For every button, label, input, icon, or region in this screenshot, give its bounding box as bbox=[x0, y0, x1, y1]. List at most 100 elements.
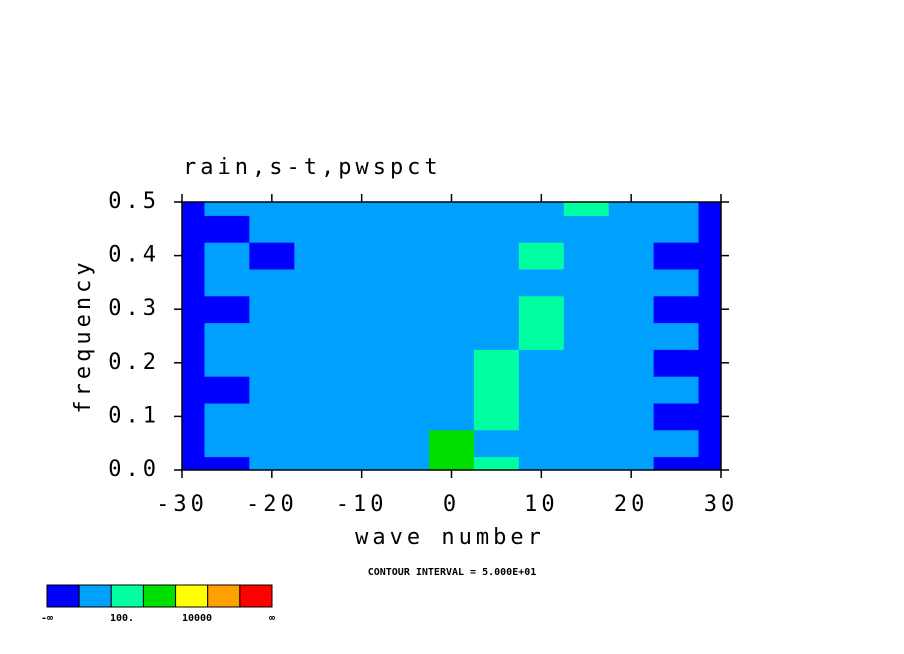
cell bbox=[182, 376, 205, 404]
cell bbox=[294, 202, 340, 216]
cell bbox=[653, 295, 700, 324]
cell bbox=[182, 295, 205, 324]
cell bbox=[653, 349, 700, 377]
cell bbox=[429, 269, 475, 297]
x-tick-label: 10 bbox=[524, 492, 559, 517]
cell bbox=[294, 215, 340, 243]
cell bbox=[249, 269, 295, 297]
cell bbox=[518, 242, 565, 270]
cell bbox=[518, 349, 565, 377]
y-tick-label: 0.3 bbox=[108, 296, 160, 321]
cell bbox=[182, 269, 205, 297]
cell bbox=[563, 242, 610, 270]
cell bbox=[204, 295, 250, 324]
cell bbox=[653, 429, 700, 458]
cell bbox=[518, 295, 565, 324]
cell bbox=[182, 456, 205, 471]
cell bbox=[249, 403, 295, 431]
colorbar-swatch bbox=[142, 584, 177, 608]
y-tick-label: 0.5 bbox=[108, 189, 160, 214]
cell bbox=[608, 403, 655, 431]
cell bbox=[608, 215, 655, 243]
cell bbox=[563, 322, 610, 350]
cell bbox=[249, 215, 295, 243]
y-tick-label: 0.2 bbox=[108, 350, 160, 375]
cell bbox=[384, 242, 430, 270]
cell bbox=[182, 349, 205, 377]
cell bbox=[384, 403, 430, 431]
colorbar-label: ∞ bbox=[269, 613, 275, 624]
cell bbox=[339, 215, 385, 243]
cell bbox=[698, 429, 722, 458]
cell bbox=[653, 242, 700, 270]
cell bbox=[249, 295, 295, 324]
cell bbox=[698, 349, 722, 377]
cell bbox=[204, 349, 250, 377]
cell bbox=[384, 295, 430, 324]
cell bbox=[429, 456, 475, 471]
cell bbox=[204, 322, 250, 350]
cell bbox=[294, 429, 340, 458]
cell bbox=[384, 322, 430, 350]
cell bbox=[294, 322, 340, 350]
colorbar-swatch bbox=[46, 584, 80, 608]
cell bbox=[384, 269, 430, 297]
cell bbox=[698, 456, 722, 471]
colorbar-swatch bbox=[175, 584, 209, 608]
cell bbox=[339, 295, 385, 324]
cell bbox=[608, 376, 655, 404]
cell bbox=[473, 456, 520, 471]
cell bbox=[563, 215, 610, 243]
cell bbox=[339, 202, 385, 216]
cell bbox=[653, 376, 700, 404]
cell bbox=[563, 202, 610, 216]
colorbar-swatch bbox=[78, 584, 112, 608]
cell bbox=[429, 242, 475, 270]
cell bbox=[563, 269, 610, 297]
cell bbox=[182, 202, 205, 216]
x-tick-label: 0 bbox=[443, 492, 460, 517]
cell bbox=[698, 376, 722, 404]
cell bbox=[204, 215, 250, 243]
cell bbox=[294, 376, 340, 404]
cell bbox=[653, 215, 700, 243]
cell bbox=[429, 429, 475, 458]
cell bbox=[339, 456, 385, 471]
cell bbox=[182, 322, 205, 350]
cell bbox=[608, 242, 655, 270]
y-tick-label: 0.0 bbox=[108, 457, 160, 482]
cell bbox=[249, 242, 295, 270]
cell bbox=[429, 322, 475, 350]
cell bbox=[698, 403, 722, 431]
cell bbox=[339, 242, 385, 270]
x-tick-label: -30 bbox=[156, 492, 208, 517]
cell bbox=[473, 349, 520, 377]
cell bbox=[294, 403, 340, 431]
colorbar-label: -∞ bbox=[41, 613, 53, 624]
cell bbox=[204, 202, 250, 216]
x-axis-label: wave number bbox=[355, 525, 545, 550]
cell bbox=[563, 403, 610, 431]
y-tick-label: 0.4 bbox=[108, 243, 160, 268]
cell bbox=[563, 349, 610, 377]
cell bbox=[429, 295, 475, 324]
cell bbox=[518, 456, 565, 471]
cell bbox=[182, 429, 205, 458]
cell bbox=[473, 269, 520, 297]
cell bbox=[384, 429, 430, 458]
cell bbox=[294, 242, 340, 270]
cell bbox=[518, 376, 565, 404]
cell bbox=[653, 202, 700, 216]
cell bbox=[339, 429, 385, 458]
cell bbox=[473, 202, 520, 216]
cell bbox=[204, 456, 250, 471]
cell bbox=[249, 456, 295, 471]
cell bbox=[698, 322, 722, 350]
cell bbox=[384, 215, 430, 243]
cell bbox=[249, 376, 295, 404]
cell bbox=[384, 376, 430, 404]
cell bbox=[698, 215, 722, 243]
cell bbox=[608, 202, 655, 216]
cell bbox=[339, 322, 385, 350]
x-tick-label: -10 bbox=[336, 492, 388, 517]
